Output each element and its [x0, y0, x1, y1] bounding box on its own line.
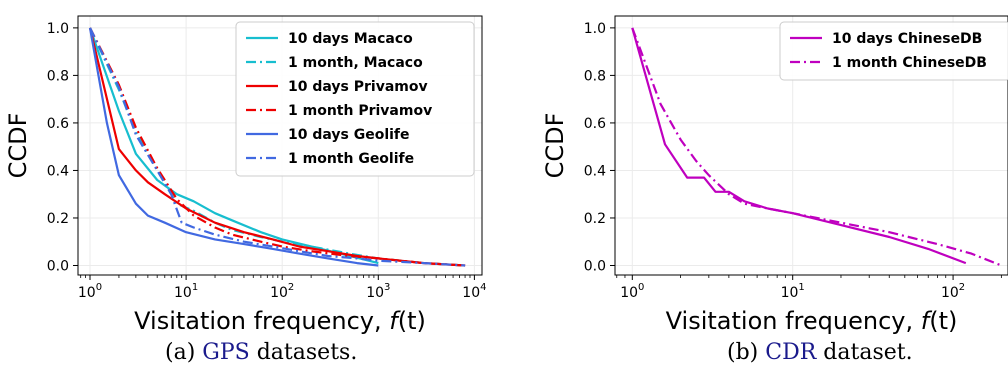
plot-frame: [77, 15, 483, 276]
legend: 10 days Macaco 1 month, Macaco 10 days Pri…: [235, 21, 475, 177]
x-tick-label: 101: [174, 282, 198, 301]
x-tick-exponent: 0: [96, 282, 102, 293]
y-tick-label: 0.4: [584, 163, 606, 179]
legend-label: 1 month Geolife: [288, 151, 414, 167]
y-tick-label: 1.0: [584, 21, 606, 37]
plot-frame: [614, 15, 1008, 276]
x-tick-label: 104: [462, 282, 486, 301]
legend-label: 10 days Geolife: [288, 127, 410, 143]
y-axis-label: CCDF: [541, 113, 569, 179]
series-line: [89, 27, 466, 267]
x-tick-label: 102: [941, 282, 965, 301]
y-tick-label: 0.4: [47, 163, 69, 179]
legend-label: 10 days Privamov: [288, 79, 428, 95]
x-tick-exponent: 2: [959, 282, 965, 293]
series-line: [88, 27, 379, 267]
x-tick-exponent: 0: [638, 282, 644, 293]
y-tick-label: 0.8: [47, 68, 69, 84]
caption-b-abbr[interactable]: CDR: [765, 340, 817, 365]
series-line: [631, 27, 1002, 267]
x-axis-label: Visitation frequency, f(t): [134, 307, 426, 335]
x-tick-exponent: 4: [480, 282, 486, 293]
caption-b-prefix: (b): [727, 340, 766, 365]
series-line: [89, 27, 466, 267]
x-tick-exponent: 2: [288, 282, 294, 293]
x-axis-label: Visitation frequency, f(t): [666, 307, 958, 335]
x-axis-label-text: Visitation frequency,: [666, 307, 921, 335]
y-tick-label: 0.2: [584, 211, 606, 227]
legend-box: [235, 21, 475, 177]
caption-a-abbr[interactable]: GPS: [202, 340, 250, 365]
legend-label: 10 days ChineseDB: [832, 31, 982, 47]
legend-label: 1 month ChineseDB: [832, 55, 987, 71]
caption-b-suffix: dataset.: [816, 340, 913, 365]
legend-label: 1 month, Macaco: [288, 55, 423, 71]
x-tick-exponent: 3: [384, 282, 390, 293]
y-tick-label: 0.0: [584, 258, 606, 274]
x-tick-label: 100: [78, 282, 102, 301]
y-tick-label: 1.0: [47, 21, 69, 37]
x-tick-exponent: 1: [192, 282, 198, 293]
caption-b: (b) CDR dataset.: [727, 340, 913, 365]
caption-a: (a) GPS datasets.: [165, 340, 357, 365]
y-tick-label: 0.0: [47, 258, 69, 274]
y-tick-label: 0.6: [47, 116, 69, 132]
y-axis-label: CCDF: [4, 113, 32, 179]
x-axis-label-arg: (t): [929, 307, 957, 335]
legend-label: 10 days Macaco: [288, 31, 413, 47]
caption-a-prefix: (a): [165, 340, 203, 365]
series-line: [88, 27, 379, 265]
x-tick-label: 103: [366, 282, 390, 301]
x-axis-label-arg: (t): [398, 307, 426, 335]
x-tick-label: 101: [781, 282, 805, 301]
caption-a-suffix: datasets.: [249, 340, 358, 365]
legend: 10 days ChineseDB 1 month ChineseDB: [779, 21, 1008, 81]
y-tick-label: 0.6: [584, 116, 606, 132]
y-tick-label: 0.2: [47, 211, 69, 227]
x-axis-label-text: Visitation frequency,: [134, 307, 389, 335]
y-tick-label: 0.8: [584, 68, 606, 84]
legend-box: [779, 21, 1008, 81]
x-tick-label: 102: [270, 282, 294, 301]
x-tick-label: 100: [620, 282, 644, 301]
legend-label: 1 month Privamov: [288, 103, 432, 119]
x-tick-exponent: 1: [798, 282, 804, 293]
series-line: [631, 27, 967, 265]
